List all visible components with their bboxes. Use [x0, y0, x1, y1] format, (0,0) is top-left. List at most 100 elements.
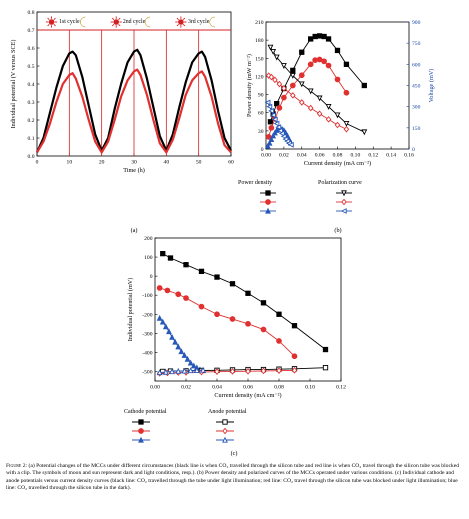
data-point — [162, 368, 169, 375]
data-point — [280, 63, 287, 69]
legend: Cathode potential Anode potential — [124, 409, 247, 443]
data-point — [214, 274, 220, 280]
data-point — [316, 33, 323, 39]
x-tick-label: 0.06 — [243, 385, 253, 391]
x-tick-label: 0.02 — [181, 385, 191, 391]
y-tick-label: 0.0 — [28, 154, 35, 160]
y-tick-label: 0.7 — [28, 28, 35, 34]
data-point — [334, 76, 341, 83]
data-point — [325, 36, 332, 42]
x-tick-label: 60 — [228, 160, 234, 166]
y-tick-label: -500 — [142, 369, 152, 375]
data-point — [307, 61, 314, 68]
sun-ray — [47, 17, 50, 21]
data-point — [169, 333, 175, 340]
data-point — [312, 57, 319, 63]
panel-c-label: (c) — [231, 450, 238, 457]
data-point — [214, 368, 220, 375]
figure-caption: Figure 2: (a) Potential changes of the M… — [6, 463, 464, 493]
y-tick-label: 150 — [255, 56, 264, 62]
x-tick-label: 0.10 — [350, 153, 360, 159]
data-point — [267, 119, 274, 125]
series-line — [36, 68, 232, 154]
data-point — [298, 81, 305, 88]
legend-marker — [138, 428, 144, 434]
data-point — [291, 323, 298, 329]
moon-icon — [144, 16, 151, 28]
panel-b-label: (b) — [334, 227, 341, 234]
data-point — [268, 124, 275, 131]
data-point — [264, 142, 271, 149]
data-point — [361, 129, 368, 136]
y-right-tick-label: 300 — [412, 105, 421, 111]
x-tick-label: 0.12 — [336, 385, 346, 391]
y-right-tick-label: 900 — [412, 20, 421, 26]
sun-ray — [111, 17, 115, 21]
sun-disc — [48, 19, 55, 25]
data-point — [266, 139, 273, 146]
data-point — [266, 103, 273, 110]
moon-shape — [209, 16, 215, 28]
y-tick-label: 210 — [255, 20, 264, 26]
x-tick-label: 50 — [196, 160, 202, 166]
legend-title-polarization: Polarization curve — [318, 180, 362, 186]
x-tick-label: 0.14 — [386, 153, 396, 159]
sun-ray — [176, 23, 179, 27]
y-tick-label: 0.3 — [28, 100, 35, 106]
x-tick-label: 0.02 — [279, 153, 289, 159]
data-point — [276, 338, 282, 344]
data-point — [193, 367, 200, 373]
legend-marker — [138, 436, 144, 443]
data-point — [245, 320, 251, 327]
data-point — [343, 89, 350, 96]
sun-icon — [45, 16, 58, 28]
legend-marker — [222, 436, 228, 443]
data-point — [289, 72, 296, 79]
data-point — [198, 303, 205, 310]
data-point — [321, 33, 327, 40]
cycle-label: 1st cycle — [59, 19, 80, 25]
y-axis-label: Power density (mW m⁻²) — [246, 54, 253, 117]
sun-ray — [182, 17, 186, 21]
data-point — [298, 72, 305, 79]
legend-marker — [340, 208, 347, 214]
data-point — [343, 61, 350, 67]
legend-marker — [265, 199, 271, 205]
sun-ray — [176, 17, 179, 21]
data-point — [316, 110, 323, 118]
panel-a-chart: 0 10 20 30 40 50 60 0.0 0.1 0.2 0.3 0.4 0.5 0.6 0.7 0.8… — [10, 10, 234, 234]
data-point — [334, 47, 341, 54]
data-point — [175, 367, 182, 374]
data-point — [175, 291, 182, 298]
x-tick-label: 0.00 — [261, 153, 271, 159]
y-axis-label: Individual potential (V versus SCE) — [10, 40, 17, 129]
data-point — [156, 285, 163, 291]
y-right-tick-label: 150 — [412, 126, 421, 132]
legend-marker — [265, 190, 271, 196]
data-point — [277, 127, 283, 134]
legend-marker — [265, 207, 271, 214]
data-point — [273, 120, 280, 127]
data-point — [268, 136, 275, 142]
y-tick-label: -400 — [142, 350, 152, 356]
moon-icon — [80, 16, 86, 28]
x-tick-label: 0.16 — [404, 153, 414, 159]
data-point — [159, 318, 166, 325]
caption-lead: Figure 2: — [6, 463, 28, 469]
data-point — [287, 141, 294, 148]
data-point — [229, 281, 236, 287]
sun-icon — [175, 16, 187, 28]
data-point — [276, 105, 283, 111]
data-point — [200, 366, 206, 373]
cycle-label: 2nd cycle — [123, 19, 146, 25]
y-tick-label: -200 — [142, 312, 152, 318]
y-tick-label: 90 — [258, 93, 264, 99]
data-point — [267, 44, 274, 51]
data-point — [260, 326, 267, 333]
legend-title-cathode: Cathode potential — [124, 409, 167, 415]
y-right-tick-label: 750 — [412, 41, 421, 47]
data-point — [276, 367, 282, 375]
data-point — [268, 107, 275, 114]
data-point — [334, 112, 341, 119]
moon-icon — [209, 16, 215, 28]
